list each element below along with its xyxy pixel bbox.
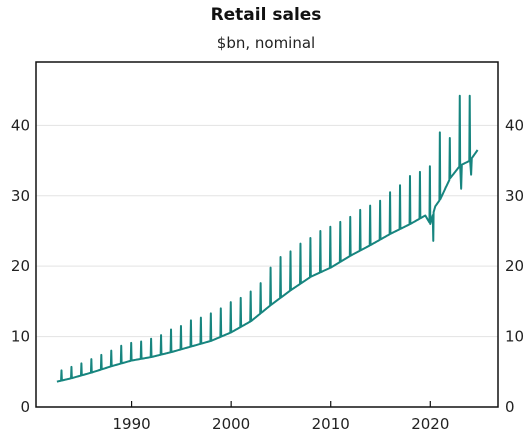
y-tick-label-left: 10 <box>11 328 30 346</box>
y-axis-left: 0 10 20 30 40 <box>11 116 30 416</box>
y-axis-right: 0 10 20 30 40 <box>505 116 524 416</box>
series-line <box>56 94 479 383</box>
x-tick-label: 2020 <box>411 415 449 433</box>
chart-subtitle: $bn, nominal <box>217 34 315 52</box>
y-tick-label-right: 20 <box>505 257 524 275</box>
y-tick-label-right: 10 <box>505 328 524 346</box>
y-tick-label-left: 40 <box>11 116 30 134</box>
y-tick-label-right: 40 <box>505 116 524 134</box>
x-tick-label: 2010 <box>312 415 350 433</box>
y-tick-label-left: 20 <box>11 257 30 275</box>
y-tick-label-right: 0 <box>505 398 515 416</box>
series-layer <box>56 94 479 383</box>
chart-title: Retail sales <box>211 5 322 25</box>
x-axis: 1990 2000 2010 2020 <box>112 401 449 433</box>
x-tick-label: 1990 <box>112 415 150 433</box>
y-tick-label-left: 0 <box>20 398 30 416</box>
y-tick-label-left: 30 <box>11 187 30 205</box>
plot-frame <box>35 61 499 408</box>
x-tick-label: 2000 <box>212 415 250 433</box>
gridlines <box>36 124 498 338</box>
y-tick-label-right: 30 <box>505 187 524 205</box>
